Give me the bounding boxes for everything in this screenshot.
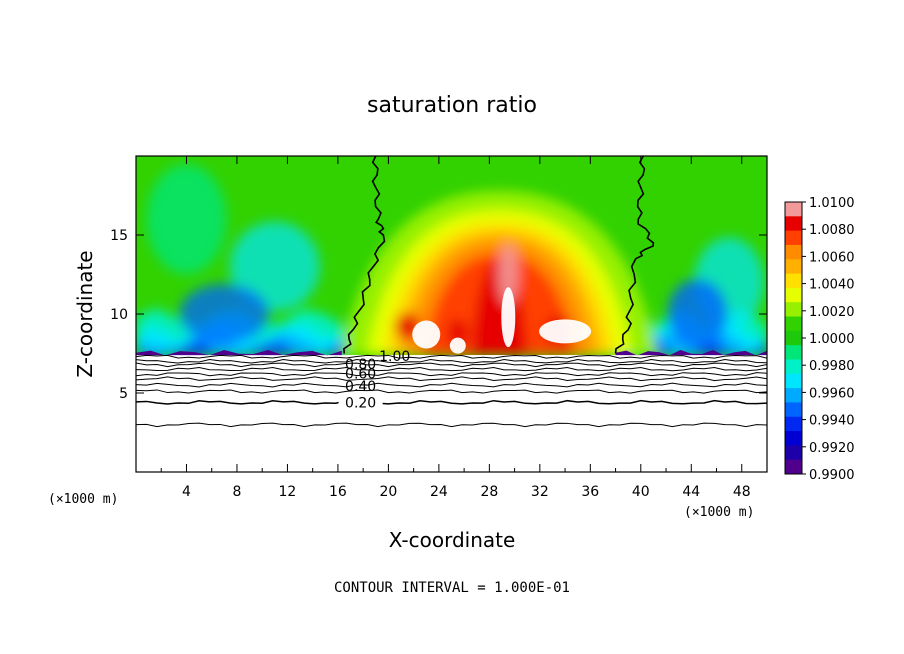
y-tick-label: 5 <box>119 386 128 402</box>
y-tick-label: 15 <box>110 228 128 244</box>
x-tick-label: 48 <box>733 484 751 500</box>
colorbar-band <box>785 216 802 232</box>
x-tick-label: 24 <box>430 484 448 500</box>
colorbar-band <box>785 431 802 446</box>
contour-line <box>136 376 767 382</box>
contour-label: 0.20 <box>345 395 376 411</box>
colorbar-label: 1.0000 <box>809 332 855 347</box>
contour-label: 0.40 <box>345 379 376 395</box>
x-axis-title: X-coordinate <box>389 528 516 552</box>
x-tick-label: 4 <box>182 484 191 500</box>
colorbar-band <box>785 230 802 246</box>
x-tick-label: 8 <box>232 484 241 500</box>
contour-label: 1.00 <box>379 349 410 365</box>
field-patch <box>229 221 320 312</box>
colorbar-band <box>785 359 802 375</box>
contour-label: 0.60 <box>345 366 376 382</box>
contour-label: 0.80 <box>345 357 376 373</box>
y-tick-label: 10 <box>110 307 128 323</box>
x-tick-label: 44 <box>682 484 700 500</box>
x-tick-label: 20 <box>379 484 397 500</box>
contour-line <box>136 389 767 394</box>
field-patch <box>146 164 227 275</box>
contour-lines <box>136 354 767 428</box>
colorbar-label: 0.9920 <box>809 441 855 456</box>
contour-line <box>136 382 767 388</box>
field-peak <box>498 244 519 305</box>
x-unit-label-right: (×1000 m) <box>684 505 754 520</box>
colorbar-band <box>785 373 802 389</box>
x-unit-label-left: (×1000 m) <box>48 492 118 507</box>
field-lower-region <box>136 355 767 472</box>
contour-line <box>136 358 767 364</box>
plot-area: 1.000.800.600.400.20 4 8 12 16 20 24 28 32 36 40 4… <box>110 155 768 500</box>
contour-line <box>136 354 767 359</box>
colorbar-label: 1.0060 <box>809 250 855 265</box>
chart-title: saturation ratio <box>367 93 537 118</box>
y-axis: 5 10 15 <box>110 228 767 402</box>
x-tick-label: 28 <box>480 484 498 500</box>
boundary-line-left <box>343 156 386 354</box>
contour-line <box>136 372 767 377</box>
contour-line <box>136 362 767 368</box>
colorbar-band <box>785 302 802 318</box>
contour-line <box>136 366 767 372</box>
colorbar: 1.0100 1.0080 1.0060 1.0040 1.0020 1.0000 0.99… <box>784 196 855 483</box>
saturation-field <box>136 156 767 472</box>
contour-labels: 1.000.800.600.400.20 <box>338 349 410 411</box>
x-tick-label: 16 <box>329 484 347 500</box>
field-white-pockets <box>412 287 592 354</box>
colorbar-band <box>785 388 802 403</box>
colorbar-band <box>785 259 802 275</box>
saturation-boundary-lines <box>343 156 655 354</box>
colorbar-band <box>785 445 802 461</box>
boundary-line-right <box>614 156 655 354</box>
contour-interval-note: CONTOUR INTERVAL = 1.000E-01 <box>334 580 570 596</box>
x-tick-label: 36 <box>581 484 599 500</box>
contour-line <box>136 399 767 405</box>
colorbar-band <box>785 459 802 475</box>
colorbar-band <box>785 345 802 360</box>
contour-line <box>136 422 767 428</box>
colorbar-label: 1.0080 <box>809 223 855 238</box>
colorbar-band <box>785 402 802 418</box>
y-axis-title: Z-coordinate <box>73 250 97 377</box>
colorbar-band <box>785 287 802 303</box>
colorbar-label: 0.9900 <box>809 468 855 483</box>
colorbar-band <box>785 202 802 217</box>
colorbar-label: 1.0020 <box>809 305 855 320</box>
colorbar-band <box>785 330 802 346</box>
colorbar-band <box>785 273 802 289</box>
x-axis: 4 8 12 16 20 24 28 32 36 40 44 48 <box>160 156 751 500</box>
colorbar-label: 0.9980 <box>809 359 855 374</box>
x-tick-label: 12 <box>279 484 297 500</box>
colorbar-label: 1.0040 <box>809 278 855 293</box>
colorbar-label: 1.0100 <box>809 196 855 211</box>
x-tick-label: 40 <box>632 484 650 500</box>
colorbar-band <box>785 244 802 260</box>
colorbar-band <box>785 416 802 432</box>
colorbar-label: 0.9960 <box>809 386 855 401</box>
field-patch <box>179 284 270 344</box>
field-base-fringe <box>136 349 767 356</box>
x-tick-label: 32 <box>531 484 549 500</box>
colorbar-label: 0.9940 <box>809 414 855 429</box>
colorbar-band <box>785 316 802 332</box>
field-patch <box>667 279 728 349</box>
